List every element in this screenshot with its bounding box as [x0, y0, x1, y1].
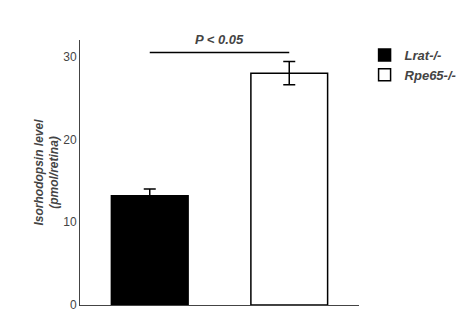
svg-text:0: 0: [70, 298, 77, 312]
svg-text:20: 20: [63, 133, 77, 147]
svg-text:Rpe65-/-: Rpe65-/-: [405, 68, 456, 83]
svg-text:Isorhodopsin level(pmol/retina: Isorhodopsin level(pmol/retina): [32, 119, 62, 226]
svg-text:P < 0.05: P < 0.05: [195, 32, 244, 47]
svg-text:30: 30: [63, 50, 77, 64]
svg-text:Lrat-/-: Lrat-/-: [405, 48, 442, 63]
svg-text:10: 10: [63, 215, 77, 229]
